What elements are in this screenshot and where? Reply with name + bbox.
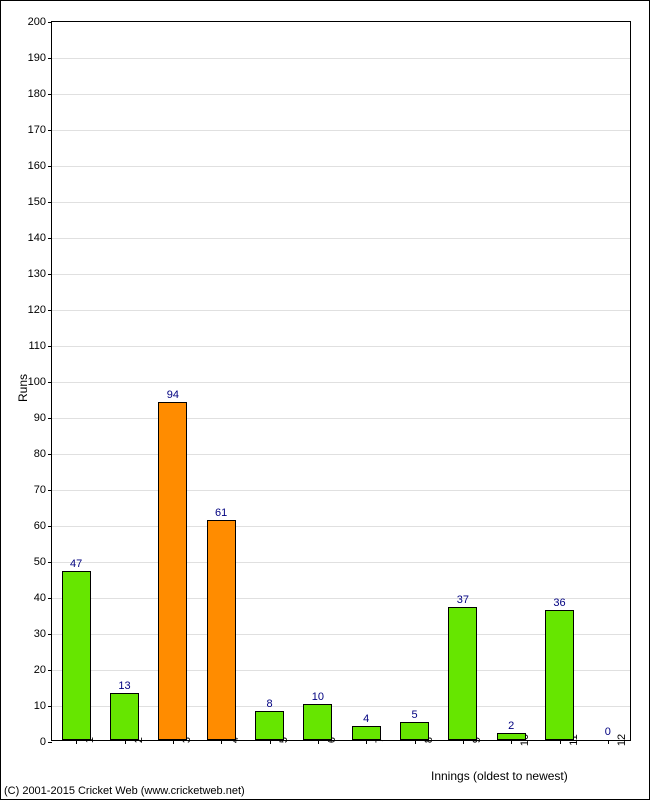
ytick-label: 190 (28, 52, 52, 64)
ytick-label: 20 (34, 664, 52, 676)
gridline (52, 238, 630, 239)
ytick-label: 30 (34, 628, 52, 640)
ytick-label: 70 (34, 484, 52, 496)
gridline (52, 526, 630, 527)
gridline (52, 94, 630, 95)
bar: 36 (545, 610, 574, 740)
bar-value-label: 4 (353, 713, 380, 727)
copyright-text: (C) 2001-2015 Cricket Web (www.cricketwe… (4, 785, 245, 797)
bar: 10 (303, 704, 332, 740)
ytick-label: 150 (28, 196, 52, 208)
ytick-label: 90 (34, 412, 52, 424)
bar-value-label: 0 (593, 726, 622, 740)
ytick-label: 80 (34, 448, 52, 460)
gridline (52, 310, 630, 311)
bar-value-label: 10 (304, 691, 331, 705)
chart-container: 0102030405060708090100110120130140150160… (0, 0, 650, 800)
bar: 2 (497, 733, 526, 740)
gridline (52, 418, 630, 419)
gridline (52, 382, 630, 383)
ytick-label: 130 (28, 268, 52, 280)
gridline (52, 490, 630, 491)
bar-value-label: 8 (256, 698, 283, 712)
bar-value-label: 47 (63, 558, 90, 572)
bar: 94 (158, 402, 187, 740)
bar-value-label: 37 (449, 594, 476, 608)
ytick-label: 110 (28, 340, 52, 352)
gridline (52, 58, 630, 59)
bar-value-label: 5 (401, 709, 428, 723)
ytick-label: 50 (34, 556, 52, 568)
ytick-label: 160 (28, 160, 52, 172)
bar: 47 (62, 571, 91, 740)
ytick-label: 200 (28, 16, 52, 28)
ytick-label: 140 (28, 232, 52, 244)
bar-value-label: 94 (159, 389, 186, 403)
ytick-label: 120 (28, 304, 52, 316)
gridline (52, 598, 630, 599)
gridline (52, 346, 630, 347)
bar: 8 (255, 711, 284, 740)
bar-value-label: 13 (111, 680, 138, 694)
ytick-label: 170 (28, 124, 52, 136)
ytick-label: 180 (28, 88, 52, 100)
gridline (52, 634, 630, 635)
ytick-label: 100 (28, 376, 52, 388)
ytick-label: 40 (34, 592, 52, 604)
gridline (52, 202, 630, 203)
gridline (52, 670, 630, 671)
ytick-label: 10 (34, 700, 52, 712)
gridline (52, 130, 630, 131)
bar: 5 (400, 722, 429, 740)
plot-area: 0102030405060708090100110120130140150160… (51, 21, 631, 741)
gridline (52, 166, 630, 167)
bar: 61 (207, 520, 236, 740)
bar: 37 (448, 607, 477, 740)
bar-value-label: 61 (208, 507, 235, 521)
bar-value-label: 2 (498, 720, 525, 734)
gridline (52, 562, 630, 563)
bar: 13 (110, 693, 139, 740)
y-axis-label: Runs (16, 374, 30, 402)
bar: 4 (352, 726, 381, 740)
x-axis-label: Innings (oldest to newest) (431, 769, 568, 783)
gridline (52, 274, 630, 275)
bar-value-label: 36 (546, 597, 573, 611)
ytick-label: 0 (40, 736, 52, 748)
gridline (52, 454, 630, 455)
ytick-label: 60 (34, 520, 52, 532)
